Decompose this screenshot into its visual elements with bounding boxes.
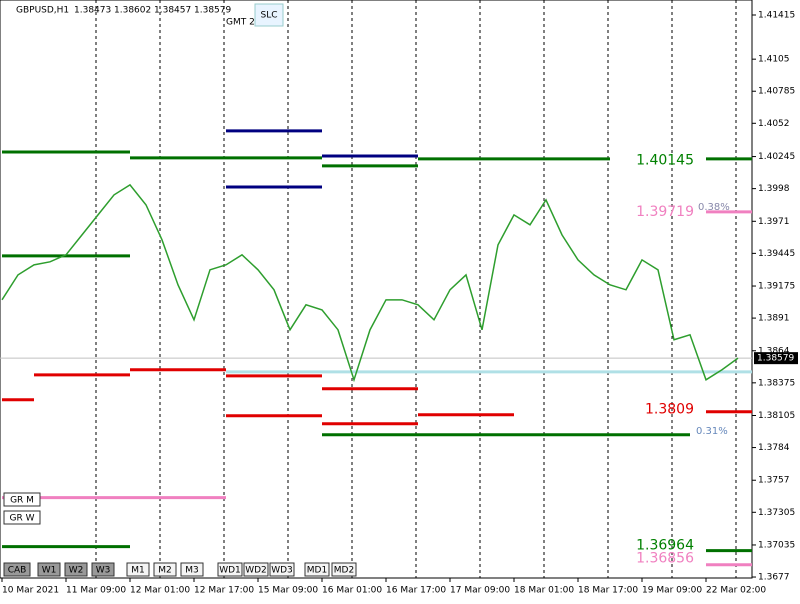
toolbar-button-label[interactable]: MD2 [334,566,354,576]
y-tick-label: 1.3864 [758,346,790,356]
price-label: 1.39719 [636,204,694,220]
x-tick-label: 17 Mar 09:00 [450,586,510,596]
toolbar-button-label[interactable]: W1 [42,566,57,576]
toolbar-button[interactable] [153,562,177,577]
slc-button[interactable] [254,3,284,27]
last-price-label: 1.38579 [757,354,794,364]
y-tick-label: 1.39445 [758,249,795,259]
price-label: 1.36856 [636,551,694,567]
price-label: 1.40145 [636,153,694,169]
side-button[interactable] [3,492,41,507]
toolbar-button-label[interactable]: M1 [131,566,145,576]
x-tick-label: 16 Mar 01:00 [322,586,382,596]
side-button-label[interactable]: GR M [10,496,34,506]
side-button[interactable] [3,510,41,525]
x-tick-label: 19 Mar 09:00 [642,586,702,596]
pct-label: 0.31% [696,426,728,437]
ohlc-close: 1.38579 [194,6,231,16]
y-tick-label: 1.3784 [758,443,790,453]
toolbar-button-label[interactable]: WD1 [219,566,241,576]
x-tick-label: 22 Mar 02:00 [706,586,766,596]
toolbar-button-label[interactable]: WD2 [245,566,267,576]
x-tick-label: 12 Mar 01:00 [130,586,190,596]
x-tick-label: 10 Mar 2021 [2,586,59,596]
y-tick-label: 1.37035 [758,540,795,550]
toolbar-button[interactable] [3,562,31,577]
toolbar-button-label[interactable]: M2 [158,566,172,576]
toolbar-button[interactable] [243,562,269,577]
y-tick-label: 1.37305 [758,508,795,518]
toolbar-button[interactable] [91,562,115,577]
side-button-label[interactable]: GR W [10,514,35,524]
y-tick-label: 1.3998 [758,184,790,194]
ohlc-open: 1.38473 [74,6,111,16]
pct-label: 0.38% [698,202,730,213]
toolbar-button-label[interactable]: CAB [8,566,27,576]
price-label: 1.3809 [645,401,694,417]
x-tick-label: 16 Mar 17:00 [386,586,446,596]
toolbar-button[interactable] [304,562,330,577]
y-tick-label: 1.3757 [758,476,790,486]
toolbar-button-label[interactable]: M3 [185,566,199,576]
y-tick-label: 1.38105 [758,411,795,421]
toolbar-button[interactable] [37,562,61,577]
toolbar-button[interactable] [180,562,204,577]
toolbar-button[interactable] [126,562,150,577]
plot-frame [0,0,753,579]
toolbar-button[interactable] [64,562,88,577]
y-tick-label: 1.41415 [758,11,795,21]
toolbar-button-label[interactable]: W2 [69,566,84,576]
y-tick-label: 1.40245 [758,152,795,162]
toolbar-button[interactable] [331,562,357,577]
x-tick-label: 15 Mar 09:00 [258,586,318,596]
x-tick-label: 18 Mar 01:00 [514,586,574,596]
y-tick-label: 1.3677 [758,573,790,583]
toolbar-button[interactable] [269,562,295,577]
toolbar-button-label[interactable]: MD1 [307,566,327,576]
toolbar-button-label[interactable]: W3 [96,566,111,576]
x-tick-label: 11 Mar 09:00 [66,586,126,596]
y-tick-label: 1.3971 [758,217,790,227]
y-tick-label: 1.4105 [758,55,790,65]
y-tick-label: 1.3891 [758,314,790,324]
price-line [1,183,739,383]
y-tick-label: 1.40785 [758,87,795,97]
gmt: GMT 2 [226,18,255,28]
ohlc-low: 1.38457 [154,6,191,16]
last-price-tag [754,352,798,365]
y-tick-label: 1.39175 [758,282,795,292]
y-tick-label: 1.4052 [758,119,790,129]
x-tick-label: 12 Mar 17:00 [194,586,254,596]
symbol: GBPUSD,H1 [16,6,69,16]
price-label: 1.36964 [636,538,694,554]
x-tick-label: 18 Mar 17:00 [578,586,638,596]
y-tick-label: 1.38375 [758,378,795,388]
toolbar-button-label[interactable]: WD3 [271,566,293,576]
toolbar-button[interactable] [217,562,243,577]
slc-label[interactable]: SLC [260,11,277,21]
ohlc-high: 1.38602 [114,6,151,16]
